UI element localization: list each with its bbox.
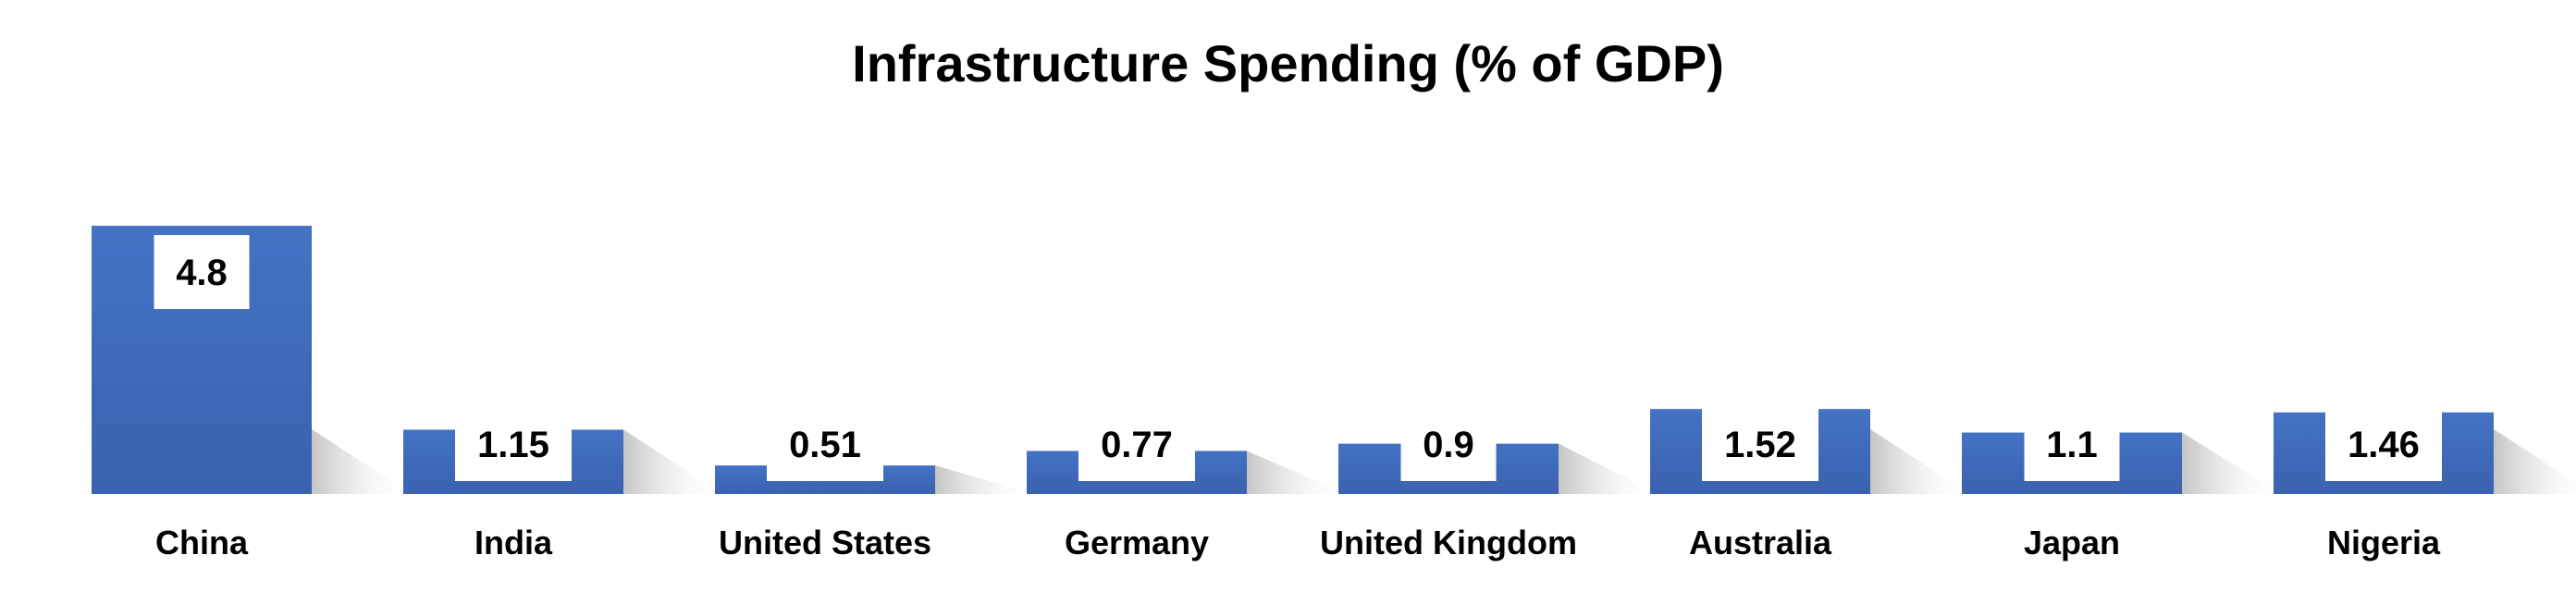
category-label: United Kingdom [1320,524,1577,561]
bar-shadow [1870,429,1972,494]
data-label: 4.8 [176,253,228,293]
category-label: Nigeria [2327,524,2441,561]
category-label: Japan [2024,524,2120,561]
data-label-box [455,407,572,481]
data-label-box [2024,407,2120,481]
chart-title: Infrastructure Spending (% of GDP) [852,34,1724,92]
data-label: 1.46 [2348,425,2420,465]
data-label: 1.1 [2046,425,2098,465]
bar-shadow [1247,450,1349,494]
category-label: India [475,524,553,561]
bar-shadow [623,429,725,494]
data-label: 1.52 [1724,425,1796,465]
bar-shadow [312,429,413,494]
category-label: Germany [1065,524,1209,561]
data-label: 0.77 [1101,425,1173,465]
bar-shadow [2494,429,2576,494]
data-label: 0.51 [789,425,861,465]
bar-shadow [1559,443,1660,494]
bar-shadow [935,465,1037,494]
data-label-box [767,407,883,481]
category-label: Australia [1689,524,1832,561]
data-label: 0.9 [1423,425,1474,465]
category-label: China [155,524,249,561]
data-label-box [2325,407,2442,481]
bar-shadow [2182,432,2284,494]
data-label-box [1400,407,1497,481]
category-label: United States [719,524,931,561]
data-label-box [154,235,250,310]
data-label: 1.15 [477,425,549,465]
data-label-box [1702,407,1818,481]
data-label-box [1078,407,1195,481]
